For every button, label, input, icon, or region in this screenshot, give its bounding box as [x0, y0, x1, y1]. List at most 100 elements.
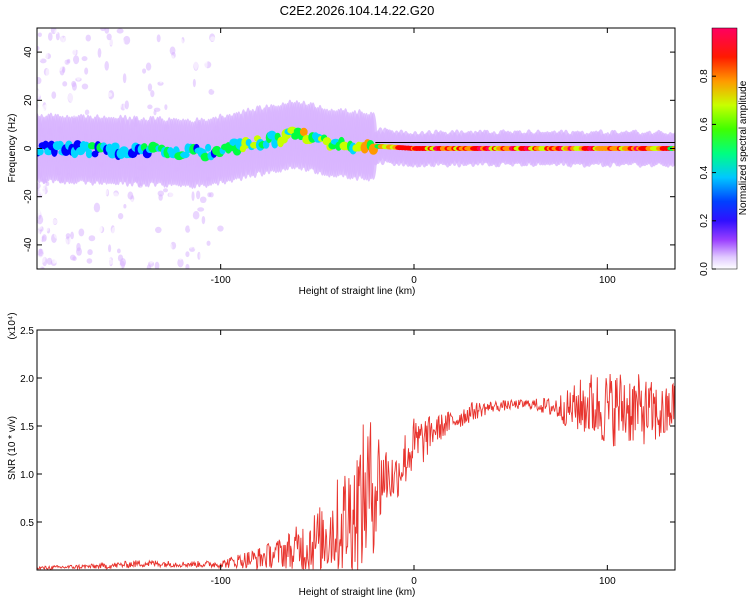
heatmap-cell [178, 78, 185, 87]
heatmap-cell [194, 32, 200, 41]
heatmap-cell [44, 35, 49, 41]
heatmap-cell [147, 104, 153, 110]
heatmap-cell [189, 233, 194, 242]
heatmap-y-tick-label: 0 [23, 145, 34, 151]
heatmap-cell [173, 261, 179, 268]
heatmap-cell [213, 236, 219, 246]
heatmap-cell [126, 89, 133, 97]
heatmap-cell [146, 197, 151, 207]
heatmap-cell [161, 256, 166, 267]
heatmap-cell [204, 86, 208, 92]
heatmap-cell [215, 104, 220, 111]
snr-x-tick-label: -100 [211, 576, 231, 587]
heatmap-cell [135, 100, 141, 108]
heatmap-cell [91, 62, 96, 73]
heatmap-cells [37, 28, 675, 269]
heatmap-x-tick-label: 100 [599, 275, 616, 286]
heatmap-cell [46, 243, 51, 253]
heatmap-cell [112, 56, 116, 66]
heatmap-cell [123, 204, 127, 209]
heatmap-x-label: Height of straight line (km) [299, 286, 416, 297]
heatmap-cell [150, 209, 157, 215]
heatmap-cell [130, 198, 135, 206]
heatmap-cell [93, 202, 101, 213]
heatmap-cell [37, 229, 41, 240]
heatmap-cell [108, 37, 116, 46]
heatmap-cell [185, 199, 191, 209]
heatmap-cell [112, 195, 120, 205]
heatmap-cell [51, 254, 57, 264]
heatmap-cell [58, 201, 64, 211]
heatmap-cell [65, 263, 72, 269]
heatmap-cell [84, 67, 89, 75]
heatmap-cell [204, 107, 211, 117]
colorbar-tick-label: 0.8 [699, 69, 710, 83]
heatmap-cell [125, 255, 131, 261]
heatmap-cell [169, 46, 176, 55]
heatmap-cell [152, 46, 156, 53]
heatmap-cell [67, 93, 75, 103]
heatmap-cell [88, 201, 96, 211]
heatmap-y-ticks: -40 -20 0 20 40 [23, 46, 675, 252]
heatmap-cell [73, 204, 78, 211]
heatmap-cell [59, 31, 64, 38]
heatmap-cell [37, 265, 41, 269]
heatmap-cell [175, 207, 179, 214]
heatmap-cell [51, 243, 55, 253]
heatmap-cell [174, 86, 180, 92]
heatmap-cell [113, 34, 120, 40]
heatmap-cell [155, 226, 162, 234]
heatmap-cell [178, 225, 185, 233]
snr-x-tick-label: 0 [411, 576, 417, 587]
heatmap-cell [96, 215, 103, 225]
heatmap-cell [81, 56, 88, 62]
heatmap-cell [37, 32, 42, 38]
heatmap-cell [150, 90, 155, 98]
heatmap-cell [88, 235, 96, 242]
heatmap-cell [172, 237, 179, 243]
heatmap-cell [212, 68, 218, 79]
snr-panel: -100 0 100 0.5 1.0 1.5 2.0 2.5 Height of strai… [7, 312, 676, 598]
heatmap-cell [153, 110, 157, 116]
heatmap-cell [180, 91, 187, 97]
heatmap-cell [104, 28, 110, 34]
heatmap-cell [140, 211, 146, 218]
heatmap-cell [39, 81, 45, 89]
heatmap-cell [144, 233, 151, 239]
heatmap-cell [106, 103, 111, 113]
heatmap-cell [64, 238, 69, 249]
heatmap-cell [100, 103, 106, 111]
colorbar-tick-label: 0.4 [699, 165, 710, 179]
heatmap-cell [196, 261, 202, 269]
heatmap-cell [132, 83, 140, 88]
heatmap-cell [148, 256, 154, 264]
heatmap-cell [37, 90, 40, 99]
heatmap-cell [201, 228, 206, 234]
figure-title: C2E2.2026.104.14.22.G20 [280, 3, 435, 18]
heatmap-cell [168, 37, 174, 46]
heatmap-cell [124, 100, 129, 110]
heatmap-cell [163, 77, 167, 82]
heatmap-cell [69, 254, 76, 261]
heatmap-cell [63, 37, 67, 44]
heatmap-cell [104, 61, 109, 71]
heatmap-cell [188, 241, 194, 249]
heatmap-cell [153, 234, 160, 244]
heatmap-cell [124, 208, 131, 218]
heatmap-cell [158, 249, 166, 257]
heatmap-cell [151, 244, 156, 252]
heatmap-cell [171, 184, 176, 193]
heatmap-cell [119, 38, 125, 48]
heatmap-cell [142, 37, 147, 43]
heatmap-cell [185, 85, 192, 96]
heatmap-cell [157, 190, 165, 197]
heatmap-cell [86, 258, 93, 264]
heatmap-cell [167, 101, 174, 112]
heatmap-cell [61, 57, 66, 68]
heatmap-cell [71, 82, 77, 91]
heatmap-cell [188, 48, 193, 56]
heatmap-x-tick-label: -100 [211, 275, 231, 286]
heatmap-cell [91, 44, 98, 52]
heatmap-cell [169, 71, 173, 77]
heatmap-cell [90, 196, 97, 203]
